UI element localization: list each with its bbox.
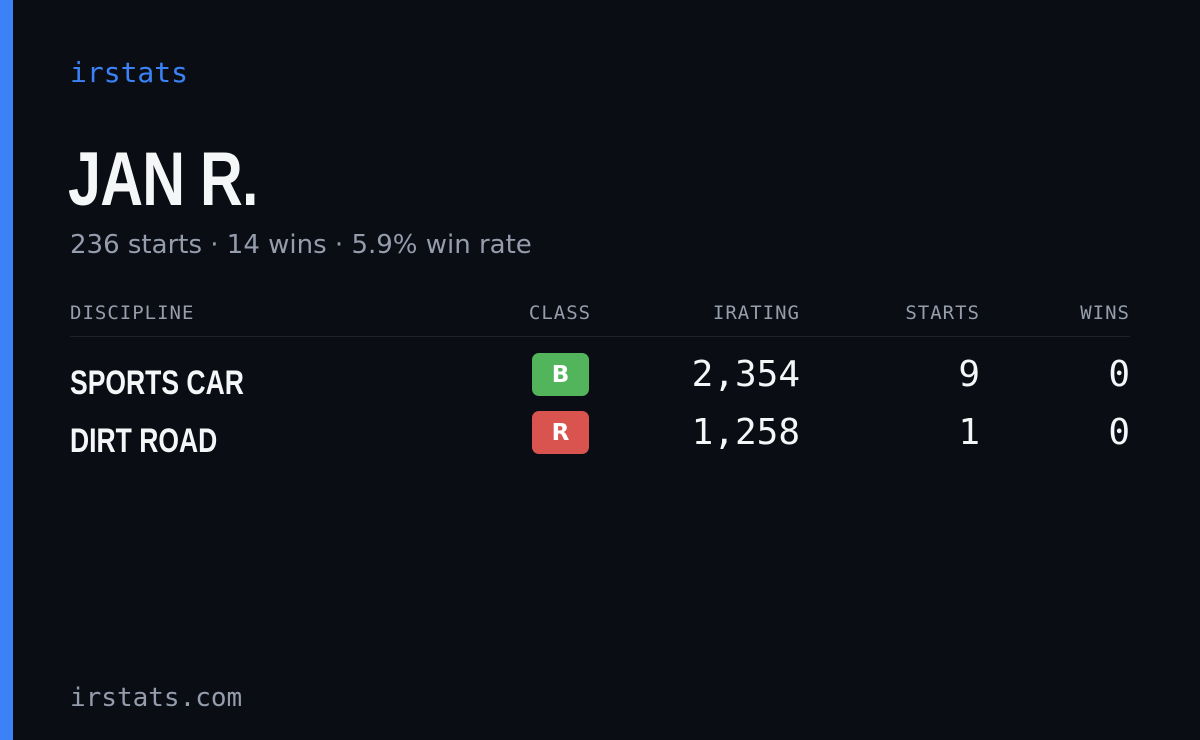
discipline-name: DIRT ROAD <box>70 422 218 460</box>
header-irating: IRATING <box>712 302 800 324</box>
wins-value: 0 <box>1108 412 1130 453</box>
brand-logo[interactable]: irstats <box>70 56 189 89</box>
wins-value: 0 <box>1108 354 1130 395</box>
class-badge: R <box>532 411 589 454</box>
irating-value: 2,354 <box>691 354 800 395</box>
header-wins: WINS <box>1080 302 1130 324</box>
driver-name: JAN R. <box>68 137 258 222</box>
header-class: CLASS <box>528 302 592 324</box>
class-badge: B <box>532 353 589 396</box>
header-starts: STARTS <box>905 302 980 324</box>
footer-url[interactable]: irstats.com <box>70 683 243 713</box>
discipline-name: SPORTS CAR <box>70 364 244 402</box>
starts-value: 9 <box>958 354 980 395</box>
driver-summary: 236 starts · 14 wins · 5.9% win rate <box>70 230 532 260</box>
header-discipline: DISCIPLINE <box>70 302 195 324</box>
stats-table: DISCIPLINE CLASS IRATING STARTS WINS SPO… <box>70 296 1130 469</box>
table-row: SPORTS CAR B 2,354 9 0 <box>70 353 1130 411</box>
accent-bar <box>0 0 13 740</box>
starts-value: 1 <box>958 412 980 453</box>
table-row: DIRT ROAD R 1,258 1 0 <box>70 411 1130 469</box>
irating-value: 1,258 <box>691 412 800 453</box>
table-header: DISCIPLINE CLASS IRATING STARTS WINS <box>70 296 1130 337</box>
